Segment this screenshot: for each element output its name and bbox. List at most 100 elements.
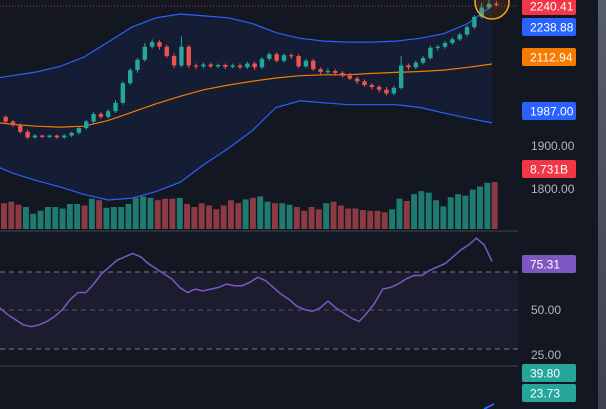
candle — [208, 62, 213, 69]
volume-bar — [491, 182, 498, 229]
volume-bar — [66, 204, 73, 229]
volume-bar — [323, 203, 330, 229]
last-price-tag-text: 2240.41 — [530, 0, 574, 14]
lower-band-tag-text: 1987.00 — [530, 105, 574, 119]
candle — [252, 61, 257, 71]
volume-bar — [220, 205, 227, 229]
candle — [362, 79, 367, 87]
volume-bar — [162, 198, 168, 229]
rsi-tag: 75.31 — [522, 255, 576, 273]
volume-bar — [176, 197, 183, 229]
candle — [369, 83, 375, 90]
candle — [135, 57, 140, 73]
candle — [237, 63, 243, 70]
volume-bar — [23, 207, 29, 229]
volume-bar — [228, 200, 234, 229]
candle — [340, 71, 345, 78]
candle — [105, 109, 111, 119]
signal-value-tag: 39.80 — [522, 364, 576, 382]
candle — [318, 67, 323, 75]
volume-bar — [198, 203, 205, 229]
volume-bar — [250, 197, 256, 229]
volume-bar — [308, 207, 315, 229]
volume-bar — [154, 200, 161, 229]
candle — [428, 45, 433, 60]
candle — [354, 76, 360, 85]
indicator-value-tag: 23.73 — [522, 384, 576, 402]
candle — [10, 119, 16, 128]
volume-bars-group — [1, 182, 498, 229]
volume-bar — [469, 189, 476, 229]
volume-bar — [330, 201, 337, 229]
volume-bar — [30, 213, 37, 229]
volume-bar — [279, 203, 286, 229]
candle — [113, 100, 118, 114]
candle — [164, 44, 169, 58]
volume-bar — [103, 207, 110, 229]
candle — [494, 0, 499, 7]
volume-bar — [1, 203, 7, 229]
volume-bar — [213, 209, 220, 229]
candle — [32, 134, 38, 139]
volume-bar — [96, 200, 103, 229]
rsi-tag-text: 75.31 — [530, 258, 560, 272]
candle — [230, 63, 235, 69]
volume-bar — [88, 198, 95, 229]
last-price-marker[interactable] — [474, 0, 510, 20]
volume-bar — [191, 207, 198, 229]
volume-bar — [359, 210, 366, 229]
volume-bar — [403, 201, 410, 229]
moving-average-tag-text: 2112.94 — [530, 51, 573, 65]
candle — [149, 39, 155, 49]
volume-bar — [184, 204, 190, 229]
candle — [98, 112, 104, 119]
volume-bar — [37, 210, 44, 229]
candle — [303, 58, 309, 69]
volume-bar — [242, 199, 249, 229]
candle — [179, 36, 184, 68]
volume-bar — [447, 197, 454, 229]
candle — [157, 40, 162, 50]
volume-bar — [52, 207, 59, 229]
volume-bar — [206, 205, 212, 229]
candle — [127, 68, 133, 86]
candle — [384, 86, 389, 96]
volume-bar — [345, 208, 352, 229]
rsi-tick-50: 50.00 — [531, 303, 561, 317]
candle — [413, 60, 418, 70]
price-tick-1800: 1800.00 — [531, 182, 575, 196]
volume-bar — [337, 205, 344, 229]
volume-bar — [132, 197, 139, 229]
volume-bar — [477, 186, 483, 229]
candle — [120, 81, 126, 105]
candle — [245, 61, 250, 70]
volume-bar — [44, 207, 51, 229]
candle — [69, 131, 74, 137]
volume-bar — [418, 191, 425, 229]
rsi-line — [0, 237, 493, 328]
candle — [3, 115, 8, 124]
candle — [267, 52, 272, 61]
indicator-value-tag-text: 23.73 — [530, 387, 560, 401]
volume-bar — [118, 207, 125, 229]
candle — [296, 54, 301, 69]
candle — [76, 126, 82, 135]
candle — [289, 53, 294, 59]
volume-bar — [389, 209, 395, 229]
candle — [333, 69, 338, 76]
volume-bar — [257, 196, 264, 229]
volume-bar — [15, 204, 22, 229]
volume-bar — [425, 192, 432, 229]
candle — [215, 63, 221, 69]
volume-bar — [462, 195, 469, 229]
moving-average-line — [0, 63, 493, 128]
candle — [398, 56, 404, 90]
volume-bar — [81, 205, 88, 229]
bollinger-band-fill — [0, 5, 492, 200]
volume-bar — [147, 197, 154, 229]
candle — [84, 119, 89, 130]
price-tick-1900: 1900.00 — [531, 139, 575, 153]
candle — [472, 14, 477, 29]
scrollbar-edge[interactable] — [598, 0, 606, 409]
